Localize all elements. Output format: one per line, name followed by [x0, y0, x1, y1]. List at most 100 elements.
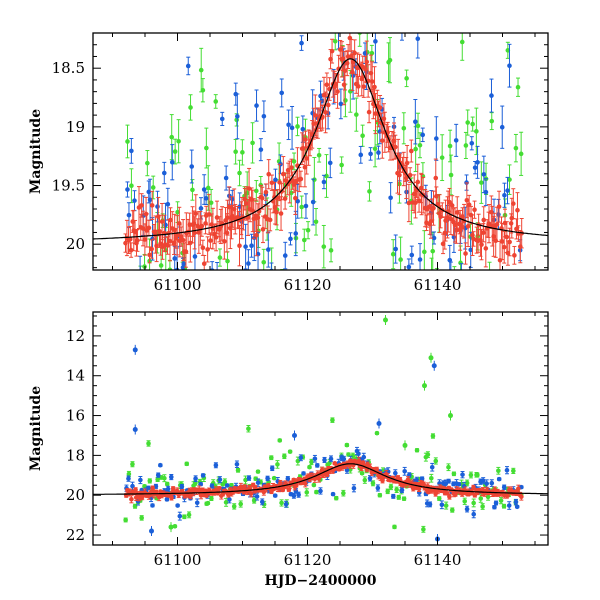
data-point-green [436, 496, 442, 501]
data-point-blue [479, 328, 484, 333]
data-point-red [274, 209, 279, 215]
data-point-red [139, 203, 144, 208]
data-point-blue [400, 27, 405, 32]
data-point-green [388, 484, 394, 490]
data-point-green [307, 464, 312, 470]
data-point-red [364, 59, 370, 65]
data-point-blue [164, 497, 170, 502]
data-point-green [471, 500, 476, 506]
data-point-blue [333, 8, 338, 13]
data-point-green [272, 305, 277, 310]
data-point-green [198, 67, 204, 73]
data-point-red [505, 250, 511, 256]
data-point-red [167, 238, 173, 244]
data-point-red [504, 234, 510, 240]
data-point-green [282, 453, 287, 459]
data-point-blue [512, 297, 517, 302]
data-point-blue [475, 160, 480, 165]
data-point-blue [129, 148, 134, 154]
data-point-blue [189, 164, 195, 169]
data-point-blue [194, 500, 200, 506]
data-point-red [356, 458, 362, 464]
data-point-green [145, 160, 150, 166]
data-point-green [223, 500, 229, 505]
series-blue-top [125, 8, 523, 348]
data-point-green [277, 438, 283, 443]
data-point-green [392, 524, 397, 530]
data-point-blue [446, 478, 451, 484]
data-point-red [205, 247, 210, 252]
data-point-blue [283, 501, 289, 507]
data-point-red [260, 227, 266, 232]
outlier-point-blue [292, 432, 297, 438]
data-point-green [237, 170, 242, 176]
data-point-green [474, 129, 479, 134]
data-point-red [409, 148, 414, 154]
data-point-blue [234, 461, 240, 467]
data-point-red [147, 252, 152, 258]
data-point-red [333, 81, 339, 87]
data-point-blue [193, 476, 198, 481]
data-point-red [361, 84, 367, 89]
data-point-blue [279, 90, 285, 96]
data-point-red [483, 246, 489, 251]
data-point-blue [273, 177, 278, 183]
data-point-blue [501, 485, 507, 490]
data-point-green [448, 172, 454, 178]
data-point-blue [409, 252, 415, 258]
data-point-red [302, 164, 308, 170]
data-point-blue [376, 150, 381, 155]
data-point-red [254, 232, 259, 238]
data-point-red [127, 236, 133, 242]
data-point-blue [464, 506, 470, 512]
data-point-green [425, 452, 431, 457]
data-point-blue [288, 236, 293, 242]
data-point-blue [361, 454, 367, 460]
data-point-red [350, 69, 355, 75]
data-point-red [246, 186, 252, 191]
data-point-blue [219, 116, 225, 122]
data-point-blue [265, 247, 271, 252]
data-point-blue [460, 472, 465, 477]
data-point-blue [298, 455, 304, 461]
data-point-blue [341, 456, 347, 462]
data-point-red [259, 195, 265, 201]
data-point-red [516, 486, 521, 491]
data-point-blue [420, 132, 426, 138]
data-point-blue [402, 343, 407, 348]
data-point-blue [255, 480, 261, 485]
data-point-green [222, 329, 227, 334]
data-point-red [356, 84, 361, 89]
data-point-green [447, 143, 453, 149]
data-point-blue [296, 492, 301, 497]
data-point-blue [195, 304, 200, 309]
data-point-blue [215, 282, 220, 287]
data-point-green [480, 504, 485, 509]
data-point-blue [415, 36, 421, 42]
data-point-red [486, 221, 492, 226]
data-point-blue [265, 476, 270, 481]
outlier-point-green [168, 524, 174, 530]
data-point-red [237, 243, 242, 249]
x-tick-label: 61120 [284, 551, 332, 569]
data-point-blue [254, 103, 259, 108]
data-point-blue [391, 494, 396, 499]
data-point-red [479, 242, 484, 247]
data-point-blue [301, 471, 306, 476]
outlier-point-blue [376, 421, 382, 427]
data-point-blue [169, 159, 175, 165]
data-point-blue [269, 465, 275, 471]
data-point-blue [506, 503, 512, 508]
data-point-red [340, 56, 346, 61]
data-point-blue [510, 320, 515, 325]
data-point-red [262, 214, 268, 219]
data-point-blue [259, 499, 265, 505]
data-point-green [487, 274, 492, 279]
data-point-red [505, 493, 510, 498]
x-tick-label: 61120 [284, 276, 332, 294]
data-point-blue [306, 302, 311, 307]
data-point-green [279, 500, 284, 506]
data-point-red [510, 201, 516, 206]
outlier-point-green [383, 317, 388, 323]
data-point-red [267, 217, 273, 223]
